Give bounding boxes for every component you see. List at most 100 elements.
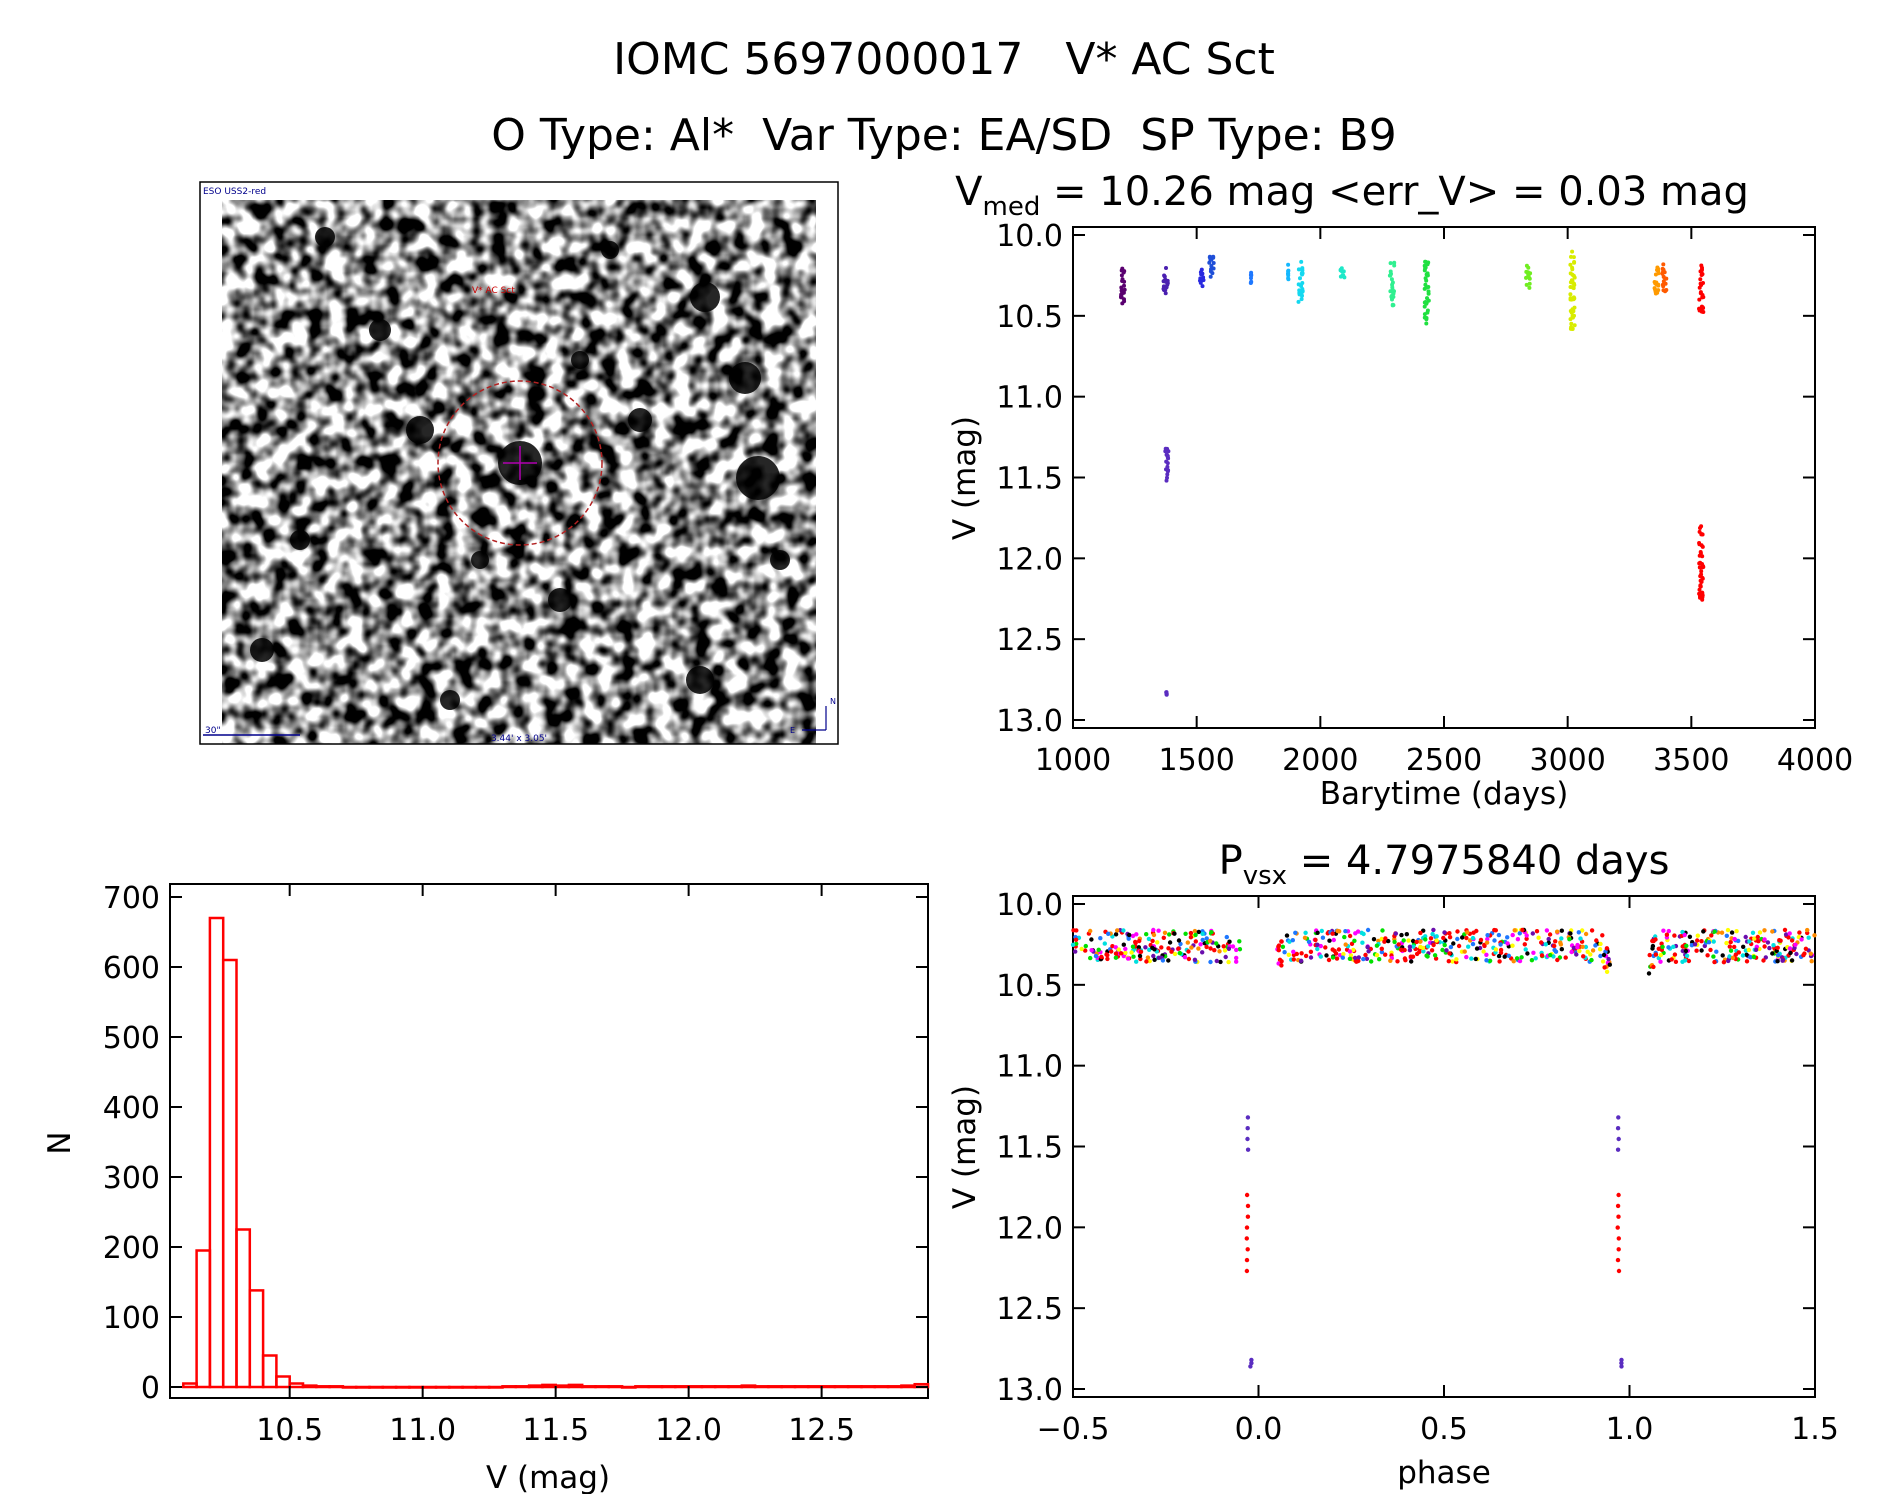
phased-point xyxy=(1466,944,1471,949)
phased-point xyxy=(1392,939,1397,945)
phased-point xyxy=(1539,953,1545,958)
phased-point xyxy=(1279,963,1284,968)
phased-point xyxy=(1600,933,1605,938)
phased-point xyxy=(1695,933,1701,938)
phased-point xyxy=(1757,930,1763,935)
lightcurve-point xyxy=(1526,265,1531,270)
lightcurve-point xyxy=(1654,280,1659,285)
phased-point xyxy=(1594,938,1599,943)
phased-point xyxy=(1529,958,1535,963)
phased-point xyxy=(1188,935,1194,940)
phased-point xyxy=(1169,949,1174,954)
lightcurve-point xyxy=(1166,449,1171,454)
phased-point xyxy=(1200,937,1205,943)
lightcurve-point xyxy=(1286,272,1291,276)
phased-point xyxy=(1402,947,1407,953)
phased-point xyxy=(1348,953,1354,958)
phased-point xyxy=(1442,930,1447,935)
phased-xtick-label: 1.5 xyxy=(1791,1412,1839,1447)
phased-point xyxy=(1327,938,1332,943)
phased-point xyxy=(1575,942,1580,948)
histogram-bar xyxy=(354,1385,371,1389)
phased-point xyxy=(1330,947,1335,952)
phased-point xyxy=(1496,953,1502,959)
phased-eclipse-point xyxy=(1244,1236,1250,1241)
phased-point xyxy=(1571,945,1577,951)
phased-point xyxy=(1151,927,1156,933)
phased-point xyxy=(1424,953,1429,958)
lightcurve-point xyxy=(1423,259,1428,264)
phased-point xyxy=(1227,939,1232,944)
phased-point xyxy=(1352,938,1357,943)
phased-point xyxy=(1189,945,1194,950)
phased-point xyxy=(1134,932,1139,937)
lightcurve-ytick-label: 12.0 xyxy=(996,542,1063,577)
phased-point xyxy=(1226,959,1231,965)
phased-point xyxy=(1214,958,1220,964)
lightcurve-point xyxy=(1164,478,1169,483)
figure-title-line1: IOMC 5697000017 V* AC Sct xyxy=(613,34,1275,85)
lightcurve-point xyxy=(1698,281,1703,286)
histogram-bar xyxy=(448,1385,464,1389)
histogram-bar xyxy=(607,1385,624,1389)
phased-point xyxy=(1407,948,1413,953)
phased-point xyxy=(1744,952,1749,957)
phased-point xyxy=(1383,952,1388,957)
lightcurve-point xyxy=(1211,261,1216,265)
phased-point xyxy=(1705,953,1710,958)
finder-star xyxy=(690,282,720,312)
phased-point xyxy=(1380,928,1385,933)
phased-point xyxy=(1497,959,1502,964)
phased-point xyxy=(1684,943,1689,948)
phased-point xyxy=(1347,949,1353,954)
phased-point xyxy=(1523,947,1528,952)
phased-point xyxy=(1193,939,1199,944)
phased-point xyxy=(1096,947,1101,952)
phased-point xyxy=(1356,955,1362,960)
phased-point xyxy=(1701,929,1706,934)
lightcurve-point xyxy=(1572,260,1577,265)
phased-point xyxy=(1167,940,1173,945)
phased-point xyxy=(1303,953,1309,959)
histogram-axes-frame xyxy=(169,883,929,1399)
lightcurve-point xyxy=(1201,275,1206,280)
lightcurve-title-rest: = 10.26 mag <err_V> = 0.03 mag xyxy=(1040,169,1749,215)
phased-point xyxy=(1544,928,1550,933)
lightcurve-point xyxy=(1425,310,1430,315)
phased-point xyxy=(1399,947,1404,952)
lightcurve-point xyxy=(1208,274,1213,279)
phased-point xyxy=(1547,932,1553,937)
phased-point xyxy=(1728,948,1734,953)
phased-point xyxy=(1583,931,1589,937)
phased-point xyxy=(1534,929,1540,934)
phased-point xyxy=(1083,943,1089,949)
histogram-bar xyxy=(674,1385,690,1389)
finder-star xyxy=(548,588,572,612)
phased-point xyxy=(1524,933,1529,938)
phased-point xyxy=(1144,959,1149,964)
phased-point xyxy=(1404,932,1410,937)
phased-point xyxy=(1729,930,1735,935)
phased-point xyxy=(1777,938,1782,943)
phased-point xyxy=(1159,945,1164,950)
histogram-bar xyxy=(700,1385,717,1389)
lightcurve-point xyxy=(1700,590,1705,595)
phased-point xyxy=(1223,954,1228,960)
histogram-bar xyxy=(421,1385,438,1389)
phased-point xyxy=(1558,940,1563,945)
finder-scale-label: 30" xyxy=(205,726,221,736)
phased-point xyxy=(1279,959,1284,964)
phased-point xyxy=(1145,955,1151,960)
phased-point xyxy=(1121,953,1127,959)
lightcurve-ytick-label: 11.5 xyxy=(996,462,1063,497)
phased-eclipse-point xyxy=(1616,1136,1621,1142)
lightcurve-point xyxy=(1298,276,1302,281)
phased-point xyxy=(1200,950,1205,955)
phased-point xyxy=(1185,940,1191,945)
phased-point xyxy=(1130,933,1136,939)
phased-point xyxy=(1606,956,1611,962)
lightcurve-point xyxy=(1296,299,1301,304)
phased-point xyxy=(1102,941,1108,946)
phased-point xyxy=(1326,957,1332,963)
lightcurve-point xyxy=(1391,291,1396,296)
